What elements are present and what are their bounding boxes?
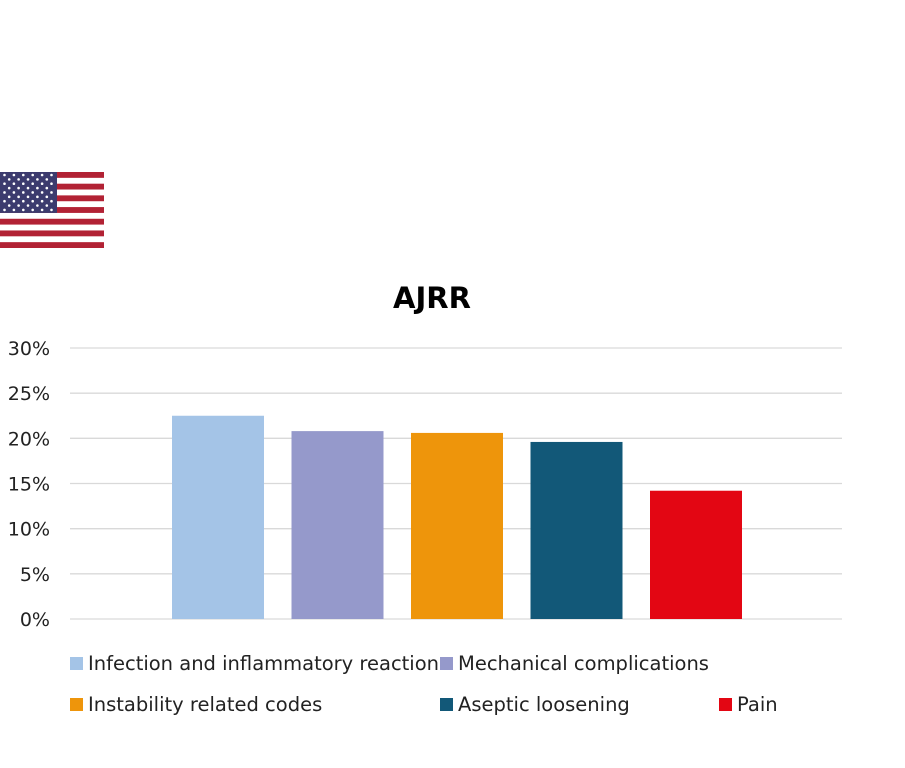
legend-swatch	[70, 657, 83, 670]
chart-legend: Infection and inflammatory reaction Mecha…	[70, 652, 830, 734]
legend-item: Mechanical complications	[440, 652, 709, 675]
legend-label: Mechanical complications	[458, 652, 709, 675]
legend-swatch	[70, 698, 83, 711]
bar	[291, 431, 384, 619]
y-tick-label: 25%	[8, 383, 50, 405]
legend-swatch	[440, 657, 453, 670]
legend-item: Instability related codes	[70, 693, 322, 716]
bar-chart: AJRR 0% 5% 10% 15% 20% 25% 30%	[8, 281, 842, 631]
bar	[650, 490, 742, 619]
bar	[411, 432, 503, 619]
y-tick-label: 10%	[8, 519, 50, 541]
bar	[530, 441, 623, 619]
us-flag-icon	[0, 172, 104, 248]
legend-label: Instability related codes	[88, 693, 323, 716]
y-tick-label: 15%	[8, 474, 50, 496]
y-tick-label: 20%	[8, 428, 50, 450]
legend-swatch	[719, 698, 732, 711]
legend-label: Pain	[737, 693, 778, 716]
legend-item: Infection and inflammatory reaction	[70, 652, 439, 675]
y-tick-label: 30%	[8, 338, 50, 360]
legend-swatch	[440, 698, 453, 711]
bar	[172, 415, 264, 619]
legend-label: Infection and inflammatory reaction	[88, 652, 440, 675]
chart-title: AJRR	[393, 281, 471, 315]
legend-item: Aseptic loosening	[440, 693, 630, 716]
legend-item: Pain	[719, 693, 778, 716]
y-tick-label: 5%	[20, 564, 50, 586]
y-tick-label: 0%	[20, 609, 50, 631]
legend-label: Aseptic loosening	[458, 693, 630, 716]
